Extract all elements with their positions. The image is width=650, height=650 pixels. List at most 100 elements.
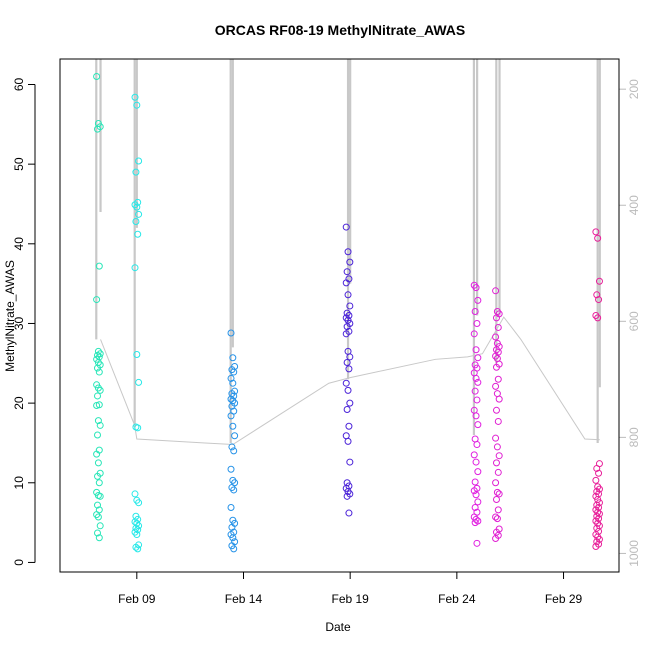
point-RF16-17-34 <box>473 539 481 547</box>
point-RF12-15-27 <box>346 458 354 466</box>
point-RF16-17-28 <box>471 503 479 511</box>
point-RF16-17-19 <box>473 441 481 449</box>
point-RF19-0 <box>592 228 600 236</box>
point-RF10-11-10 <box>227 395 235 403</box>
point-RF10-11-4 <box>230 368 238 376</box>
point-RF08-23 <box>94 431 102 439</box>
point-RF08-5 <box>93 296 101 304</box>
point-RF18-3 <box>492 314 500 322</box>
point-RF08-20 <box>93 402 101 410</box>
series-RF16-17 <box>470 281 482 547</box>
point-RF16-17-13 <box>471 387 479 395</box>
point-RF10-11-24 <box>230 486 238 494</box>
point-RF18-24 <box>494 468 502 476</box>
point-RF18-26 <box>493 488 501 496</box>
series-RF08 <box>93 73 104 542</box>
y-tick-label-20: 20 <box>12 396 26 410</box>
point-RF09-17 <box>135 499 143 507</box>
point-RF18-5 <box>492 333 500 341</box>
point-RF08-26 <box>94 459 102 467</box>
point-RF16-17-20 <box>470 451 478 459</box>
point-RF16-17-5 <box>470 330 478 338</box>
point-RF18-31 <box>493 515 501 523</box>
point-RF12-15-1 <box>344 248 352 256</box>
y2-tick-label-600: 600 <box>627 311 641 331</box>
point-RF12-15-21 <box>344 386 352 394</box>
point-RF12-15-26 <box>344 437 352 445</box>
point-RF16-17-26 <box>472 491 480 499</box>
point-RF08-4 <box>95 262 103 270</box>
point-RF12-15-19 <box>345 365 353 373</box>
point-RF08-13 <box>94 364 102 372</box>
y2-tick-label-400: 400 <box>627 195 641 215</box>
y-tick-label-30: 30 <box>12 316 26 330</box>
point-RF18-0 <box>492 287 500 295</box>
point-RF09-3 <box>132 168 140 176</box>
point-RF18-18 <box>492 406 500 414</box>
point-RF16-17-23 <box>471 478 479 486</box>
point-RF18-17 <box>495 395 503 403</box>
point-RF18-28 <box>492 496 500 504</box>
chart-title: ORCAS RF08-19 MethylNitrate_AWAS <box>215 22 466 38</box>
point-RF18-23 <box>492 459 500 467</box>
x-tick-label-9: Feb 09 <box>118 592 156 606</box>
point-RF19-35 <box>592 543 600 551</box>
point-RF09-0 <box>131 93 139 101</box>
point-RF16-17-31 <box>472 515 480 523</box>
point-RF18-21 <box>493 443 501 451</box>
point-RF12-15-0 <box>342 223 350 231</box>
point-RF10-11-13 <box>228 402 236 410</box>
point-RF18-35 <box>492 535 500 543</box>
point-RF10-11-15 <box>227 412 235 420</box>
point-RF10-11-5 <box>227 374 235 382</box>
point-RF18-22 <box>495 452 503 460</box>
point-RF16-17-12 <box>474 378 482 386</box>
point-RF08-17 <box>96 386 104 394</box>
point-RF19-10 <box>592 476 600 484</box>
point-RF08-28 <box>94 472 102 480</box>
x-axis-label: Date <box>325 620 351 634</box>
point-RF08-18 <box>94 392 102 400</box>
point-RF08-0 <box>93 73 101 81</box>
point-RF12-15-22 <box>346 399 354 407</box>
point-RF09-9 <box>134 230 142 238</box>
point-RF19-6 <box>594 314 602 322</box>
point-RF09-12 <box>135 378 143 386</box>
series-RF18 <box>492 287 503 543</box>
point-RF12-15-3 <box>343 268 351 276</box>
y-tick-label-0: 0 <box>12 559 26 566</box>
point-RF09-1 <box>133 101 141 109</box>
point-RF12-15-17 <box>346 353 354 361</box>
point-RF18-25 <box>492 479 500 487</box>
point-RF12-15-24 <box>345 422 353 430</box>
y-tick-label-40: 40 <box>12 237 26 251</box>
point-RF12-15-2 <box>346 258 354 266</box>
point-RF10-11-31 <box>229 534 237 542</box>
point-RF12-15-7 <box>346 302 354 310</box>
x-tick-label-24: Feb 24 <box>438 592 476 606</box>
point-RF18-20 <box>492 434 500 442</box>
point-RF09-8 <box>132 218 140 226</box>
point-RF09-29 <box>134 545 142 553</box>
point-RF19-1 <box>594 234 602 242</box>
point-RF16-17-11 <box>472 374 480 382</box>
point-RF16-17-33 <box>471 519 479 527</box>
point-RF18-13 <box>492 363 500 371</box>
y-axis-label: MethylNitrate_AWAS <box>3 260 17 372</box>
point-RF19-8 <box>593 464 601 472</box>
point-RF08-22 <box>96 421 104 429</box>
point-RF08-8 <box>94 351 102 359</box>
point-RF16-17-16 <box>472 412 480 420</box>
point-RF08-37 <box>96 522 104 530</box>
point-RF09-10 <box>131 264 139 272</box>
point-RF10-11-25 <box>227 503 235 511</box>
point-RF08-3 <box>94 125 102 133</box>
point-RF09-11 <box>133 351 141 359</box>
x-tick-label-19: Feb 19 <box>331 592 369 606</box>
point-RF16-17-6 <box>472 346 480 354</box>
point-RF09-7 <box>135 210 143 218</box>
point-RF19-4 <box>595 296 603 304</box>
y-tick-label-10: 10 <box>12 476 26 490</box>
data-points <box>93 73 603 553</box>
point-RF18-29 <box>494 506 502 514</box>
